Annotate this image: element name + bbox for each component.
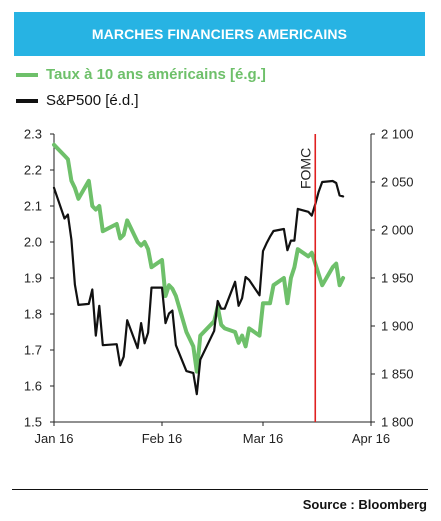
x-tick-label: Jan 16 <box>34 431 73 446</box>
source-note: Source : Bloomberg <box>302 497 427 512</box>
y-right-tick-label: 2 050 <box>381 175 414 190</box>
y-left-tick-label: 1.8 <box>24 307 42 322</box>
x-tick-label: Apr 16 <box>352 431 390 446</box>
axes: 1.5 1.6 1.7 1.8 1.9 2.0 2.1 2.2 2.3 1 800 1 850 1 9… <box>24 127 414 447</box>
series-line-treasury-10y <box>52 142 346 374</box>
y-left-tick-label: 1.6 <box>24 379 42 394</box>
annotation-layer: FOMC <box>297 134 317 422</box>
legend-swatch-green <box>16 72 38 77</box>
series-layer <box>52 142 346 396</box>
legend-label-treasury-10y: Taux à 10 ans américains [é.g.] <box>46 66 266 83</box>
legend-item-sp500: S&P500 [é.d.] <box>16 92 139 109</box>
series-line-sp500 <box>52 179 345 396</box>
x-tick-label: Feb 16 <box>142 431 182 446</box>
y-left-tick-label: 2.3 <box>24 127 42 142</box>
y-right-tick-label: 2 000 <box>381 223 414 238</box>
y-right-tick-label: 1 900 <box>381 319 414 334</box>
y-right-tick-label: 1 850 <box>381 367 414 382</box>
legend-label-sp500: S&P500 [é.d.] <box>46 92 139 109</box>
y-right-tick-label: 2 100 <box>381 127 414 142</box>
legend-item-treasury-10y: Taux à 10 ans américains [é.g.] <box>16 66 266 83</box>
y-left-tick-label: 1.9 <box>24 271 42 286</box>
chart-title: MARCHES FINANCIERS AMERICAINS <box>91 26 348 42</box>
y-right-tick-label: 1 950 <box>381 271 414 286</box>
fomc-label: FOMC <box>297 148 313 189</box>
y-left-tick-label: 2.1 <box>24 199 42 214</box>
x-tick-label: Mar 16 <box>243 431 283 446</box>
legend-swatch-black <box>16 98 38 103</box>
y-left-tick-label: 2.0 <box>24 235 42 250</box>
chart-title-banner: MARCHES FINANCIERS AMERICAINS <box>14 12 425 56</box>
y-left-tick-label: 2.2 <box>24 163 42 178</box>
footer-divider <box>12 489 428 490</box>
y-right-tick-label: 1 800 <box>381 415 414 430</box>
y-left-tick-label: 1.7 <box>24 343 42 358</box>
y-left-tick-label: 1.5 <box>24 415 42 430</box>
